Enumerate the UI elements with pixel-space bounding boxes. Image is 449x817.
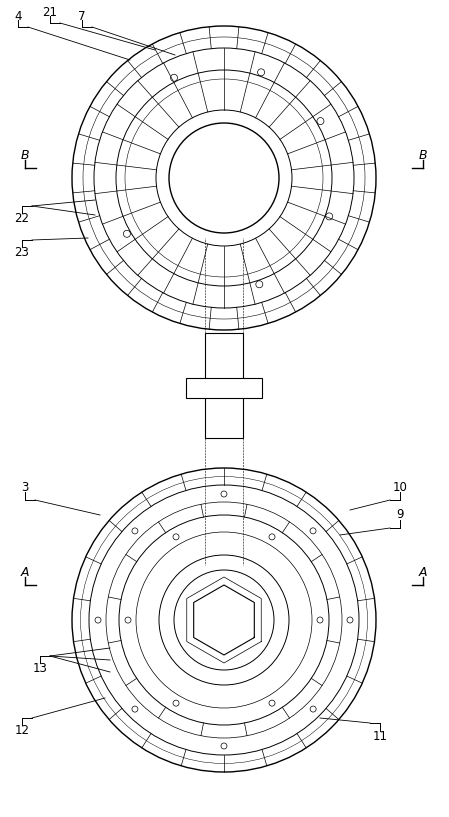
Text: 9: 9	[396, 508, 404, 521]
Text: 3: 3	[21, 480, 29, 493]
Text: A: A	[419, 565, 427, 578]
Bar	[205, 333, 243, 438]
Text: A: A	[21, 565, 29, 578]
Text: 4: 4	[14, 10, 22, 23]
Bar	[186, 378, 262, 398]
Text: 22: 22	[14, 212, 30, 225]
Text: B: B	[21, 149, 29, 162]
Text: 13: 13	[33, 662, 48, 675]
Text: 21: 21	[43, 6, 57, 19]
Text: B: B	[418, 149, 427, 162]
Text: 7: 7	[78, 10, 86, 23]
Text: 10: 10	[392, 480, 407, 493]
Text: 23: 23	[14, 245, 30, 258]
Text: 11: 11	[373, 730, 387, 743]
Text: 12: 12	[14, 724, 30, 736]
